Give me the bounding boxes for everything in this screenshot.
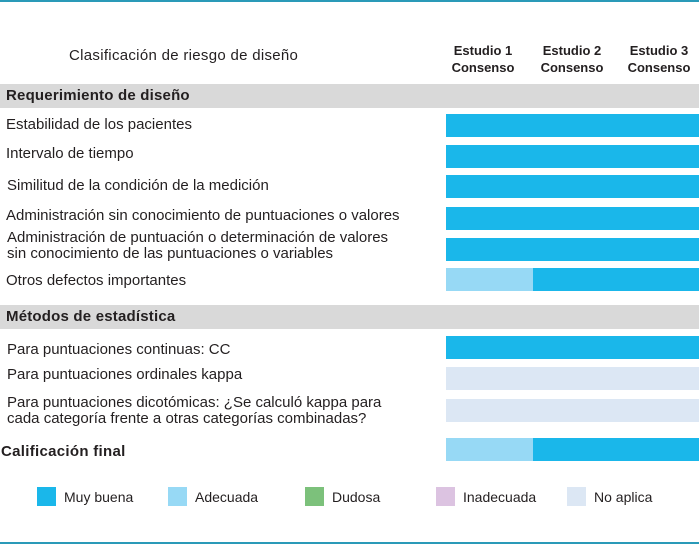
row-label-7: Para puntuaciones continuas: CC xyxy=(7,341,231,358)
final-rating-row-col3 xyxy=(617,438,699,461)
column-header-1: Estudio 1 Consenso xyxy=(440,42,526,76)
column-header-2-line2: Consenso xyxy=(540,60,604,75)
rating-row-9-col2 xyxy=(533,399,617,422)
rating-row-6-col2 xyxy=(533,268,617,291)
legend-label-no-aplica: No aplica xyxy=(594,489,653,505)
column-header-1-line2: Consenso xyxy=(451,60,515,75)
row-label-9-line2: cada categoría frente a otras categorías… xyxy=(7,410,367,427)
rating-row-2-col1 xyxy=(446,145,533,168)
row-label-6: Otros defectos importantes xyxy=(6,272,187,289)
row-label-5-line1: Administración de puntuación o determina… xyxy=(7,229,389,246)
column-header-3-line2: Consenso xyxy=(627,60,691,75)
rating-row-5-col2 xyxy=(533,238,617,261)
legend-label-inadecuada: Inadecuada xyxy=(463,489,537,505)
column-header-1-line1: Estudio 1 xyxy=(453,43,513,58)
rating-row-2-col2 xyxy=(533,145,617,168)
row-label-5-line2: sin conocimiento de las puntuaciones o v… xyxy=(7,245,334,262)
column-header-2-line1: Estudio 2 xyxy=(542,43,602,58)
legend-swatch-muy-buena xyxy=(37,487,56,506)
rating-row-5-col1 xyxy=(446,238,533,261)
legend-swatch-dudosa xyxy=(305,487,324,506)
rating-row-3-col2 xyxy=(533,175,617,198)
rating-row-2-col3 xyxy=(617,145,699,168)
rating-row-4-col2 xyxy=(533,207,617,230)
column-header-2: Estudio 2 Consenso xyxy=(529,42,615,76)
final-rating-row-col2 xyxy=(533,438,617,461)
rating-row-8-col1 xyxy=(446,367,533,390)
column-header-3-line1: Estudio 3 xyxy=(629,43,689,58)
rating-row-6-col3 xyxy=(617,268,699,291)
row-label-8: Para puntuaciones ordinales kappa xyxy=(7,366,243,383)
rating-row-3-col3 xyxy=(617,175,699,198)
legend-swatch-inadecuada xyxy=(436,487,455,506)
legend-label-adecuada: Adecuada xyxy=(195,489,259,505)
rating-row-5-col3 xyxy=(617,238,699,261)
rating-row-4-col3 xyxy=(617,207,699,230)
rating-row-8-col2 xyxy=(533,367,617,390)
rating-row-1-col1 xyxy=(446,114,533,137)
row-label-1: Estabilidad de los pacientes xyxy=(6,116,192,133)
legend-swatch-no-aplica xyxy=(567,487,586,506)
rating-row-7-col1 xyxy=(446,336,533,359)
rating-row-7-col2 xyxy=(533,336,617,359)
row-label-4: Administración sin conocimiento de puntu… xyxy=(6,207,400,224)
section-header-statistics-label: Métodos de estadística xyxy=(6,308,176,325)
rating-row-1-col3 xyxy=(617,114,699,137)
final-rating-label: Calificación final xyxy=(1,443,126,460)
rating-row-9-col3 xyxy=(617,399,699,422)
legend-label-muy-buena: Muy buena xyxy=(64,489,134,505)
rating-row-1-col2 xyxy=(533,114,617,137)
column-header-3: Estudio 3 Consenso xyxy=(616,42,699,76)
rating-row-3-col1 xyxy=(446,175,533,198)
section-header-design-label: Requerimiento de diseño xyxy=(6,87,190,104)
row-label-9-line1: Para puntuaciones dicotómicas: ¿Se calcu… xyxy=(7,394,382,411)
chart-title: Clasificación de riesgo de diseño xyxy=(69,47,299,64)
rating-row-8-col3 xyxy=(617,367,699,390)
rating-row-6-col1 xyxy=(446,268,533,291)
row-label-2: Intervalo de tiempo xyxy=(6,145,134,162)
row-label-3: Similitud de la condición de la medición xyxy=(7,177,269,194)
section-header-design: Requerimiento de diseño xyxy=(0,84,699,108)
final-rating-row-col1 xyxy=(446,438,533,461)
rating-row-9-col1 xyxy=(446,399,533,422)
section-header-statistics: Métodos de estadística xyxy=(0,305,699,329)
rating-row-7-col3 xyxy=(617,336,699,359)
bottom-rule xyxy=(0,542,699,544)
top-rule xyxy=(0,0,699,2)
legend-label-dudosa: Dudosa xyxy=(332,489,381,505)
rating-row-4-col1 xyxy=(446,207,533,230)
legend-swatch-adecuada xyxy=(168,487,187,506)
